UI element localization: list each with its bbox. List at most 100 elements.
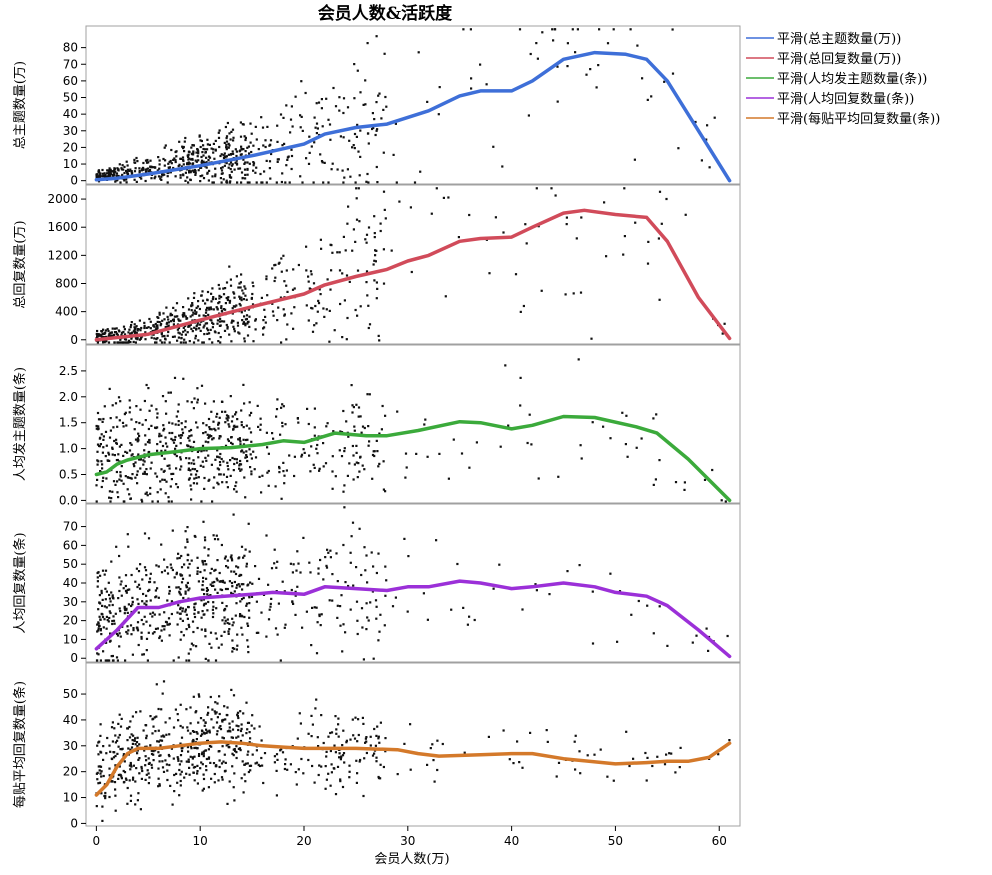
scatter-point xyxy=(101,467,104,470)
scatter-point xyxy=(215,637,218,640)
scatter-point xyxy=(201,290,204,293)
scatter-point xyxy=(193,292,196,295)
scatter-point xyxy=(129,748,132,751)
scatter-point xyxy=(217,538,220,541)
scatter-point xyxy=(133,428,136,431)
scatter-point xyxy=(591,421,594,424)
scatter-point xyxy=(147,326,150,329)
scatter-point xyxy=(123,760,126,763)
scatter-point xyxy=(328,340,331,343)
scatter-point xyxy=(208,435,211,438)
scatter-point xyxy=(249,141,252,144)
scatter-point xyxy=(147,387,150,390)
scatter-point xyxy=(257,148,260,151)
scatter-point xyxy=(203,536,207,539)
scatter-point xyxy=(248,616,251,619)
scatter-point xyxy=(143,602,146,605)
scatter-point xyxy=(177,757,180,760)
scatter-point xyxy=(102,341,105,344)
scatter-point xyxy=(201,559,204,563)
scatter-point xyxy=(365,740,368,743)
scatter-point xyxy=(355,759,358,762)
scatter-point xyxy=(195,306,198,309)
scatter-point xyxy=(108,167,111,170)
scatter-point xyxy=(158,313,161,316)
scatter-point xyxy=(221,736,224,739)
scatter-point xyxy=(108,795,111,799)
scatter-point xyxy=(566,65,569,68)
scatter-point xyxy=(166,181,169,184)
scatter-point xyxy=(132,627,135,630)
scatter-point xyxy=(211,326,214,329)
scatter-point xyxy=(721,332,724,335)
scatter-point xyxy=(199,166,202,169)
scatter-point xyxy=(194,765,197,769)
scatter-point xyxy=(208,338,211,341)
scatter-point xyxy=(344,249,347,252)
scatter-point xyxy=(276,124,279,127)
scatter-point xyxy=(129,476,132,480)
scatter-point xyxy=(177,326,181,330)
scatter-point xyxy=(145,473,148,476)
scatter-point xyxy=(160,571,164,574)
scatter-point xyxy=(283,767,286,771)
scatter-point xyxy=(228,132,231,135)
scatter-point xyxy=(296,417,299,420)
scatter-point xyxy=(351,249,354,252)
scatter-point xyxy=(315,698,318,701)
scatter-point xyxy=(149,327,152,330)
scatter-point xyxy=(192,311,195,314)
scatter-point xyxy=(117,168,120,171)
scatter-point xyxy=(235,736,238,739)
scatter-point xyxy=(218,416,221,419)
scatter-point xyxy=(159,739,162,742)
scatter-point xyxy=(227,632,230,635)
scatter-point xyxy=(133,158,136,161)
scatter-point xyxy=(142,463,145,466)
scatter-point xyxy=(199,329,202,332)
scatter-point xyxy=(118,645,121,648)
scatter-point xyxy=(149,159,152,162)
scatter-point xyxy=(341,169,344,172)
scatter-point xyxy=(625,414,628,417)
y-axis-label: 总主题数量(万) xyxy=(13,61,28,149)
scatter-point xyxy=(326,548,329,551)
scatter-point xyxy=(155,564,158,567)
scatter-point xyxy=(119,748,122,751)
scatter-point xyxy=(355,600,359,603)
scatter-point xyxy=(374,249,377,252)
scatter-point xyxy=(115,438,118,441)
scatter-point xyxy=(318,614,321,618)
scatter-point xyxy=(251,753,254,756)
scatter-point xyxy=(148,441,151,444)
scatter-point xyxy=(609,572,612,575)
scatter-point xyxy=(172,318,175,321)
scatter-point xyxy=(252,285,255,288)
scatter-point xyxy=(147,170,150,173)
scatter-point xyxy=(565,223,568,226)
scatter-point xyxy=(325,750,328,753)
smooth-line xyxy=(94,208,732,342)
scatter-point xyxy=(160,629,163,632)
scatter-point xyxy=(192,738,195,742)
scatter-point xyxy=(226,325,229,329)
scatter-point xyxy=(237,167,240,170)
scatter-point xyxy=(196,782,199,785)
scatter-point xyxy=(167,166,170,169)
scatter-point xyxy=(114,788,117,791)
scatter-point xyxy=(218,580,221,583)
scatter-point xyxy=(222,473,225,476)
y-axis-label: 每贴平均回复数量(条) xyxy=(12,681,28,808)
scatter-point xyxy=(188,435,191,438)
scatter-point xyxy=(170,500,173,503)
scatter-point xyxy=(265,181,268,184)
scatter-point xyxy=(150,177,153,180)
scatter-point xyxy=(208,478,211,481)
scatter-point xyxy=(160,332,163,335)
scatter-point xyxy=(164,144,167,147)
scatter-point xyxy=(118,554,121,558)
scatter-point xyxy=(178,140,181,143)
scatter-point xyxy=(241,289,244,292)
scatter-point xyxy=(275,794,278,797)
scatter-point xyxy=(222,460,225,463)
